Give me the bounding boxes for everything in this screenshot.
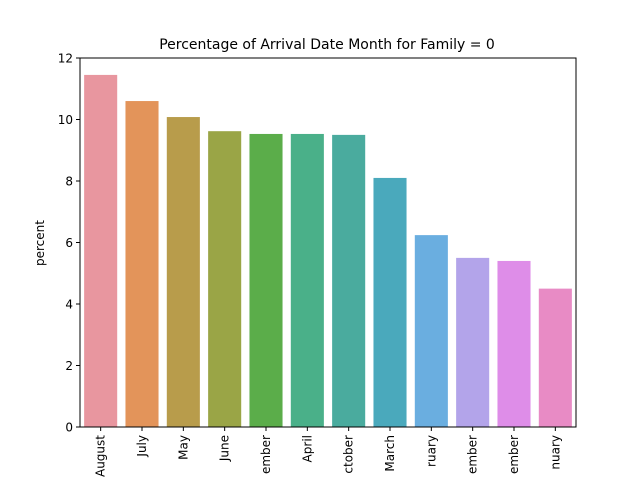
bar-march <box>373 177 407 427</box>
x-tick-label: July <box>135 435 149 458</box>
x-tick-label: ember <box>466 435 480 474</box>
bar-october <box>332 134 366 428</box>
x-axis-ticks: August July May June ember April ctober March ru… <box>94 427 562 477</box>
y-tick-label: 0 <box>65 421 73 435</box>
bar-may <box>166 117 200 427</box>
y-axis-ticks: 0 2 4 6 8 10 12 <box>58 52 80 435</box>
bar-january <box>538 288 572 428</box>
x-tick-label: April <box>300 435 314 462</box>
x-tick-label: ctober <box>342 435 356 474</box>
y-tick-label: 12 <box>58 52 73 66</box>
x-tick-label: ember <box>259 435 273 474</box>
y-tick-label: 10 <box>58 113 73 127</box>
plot-frame <box>79 57 577 428</box>
x-tick-label: August <box>94 435 108 477</box>
y-tick-label: 6 <box>65 236 73 250</box>
y-axis-label: percent <box>33 220 47 266</box>
bar-february <box>414 235 448 427</box>
bar-september <box>249 133 283 427</box>
y-tick-label: 2 <box>65 359 73 373</box>
bar-june <box>208 131 242 427</box>
bar-april <box>290 133 324 427</box>
bar-july <box>125 101 159 428</box>
x-tick-label: ember <box>507 435 521 474</box>
bar-december <box>497 260 531 427</box>
bars-group <box>84 74 572 428</box>
x-tick-label: nuary <box>548 435 562 470</box>
x-tick-label: March <box>383 435 397 472</box>
y-tick-label: 8 <box>65 175 73 189</box>
bar-august <box>84 74 118 427</box>
bar-november <box>456 257 490 428</box>
x-tick-label: June <box>218 435 232 462</box>
chart-title: Percentage of Arrival Date Month for Fam… <box>159 37 495 53</box>
y-tick-label: 4 <box>65 298 73 312</box>
x-tick-label: ruary <box>424 435 438 467</box>
x-tick-label: May <box>176 435 190 460</box>
